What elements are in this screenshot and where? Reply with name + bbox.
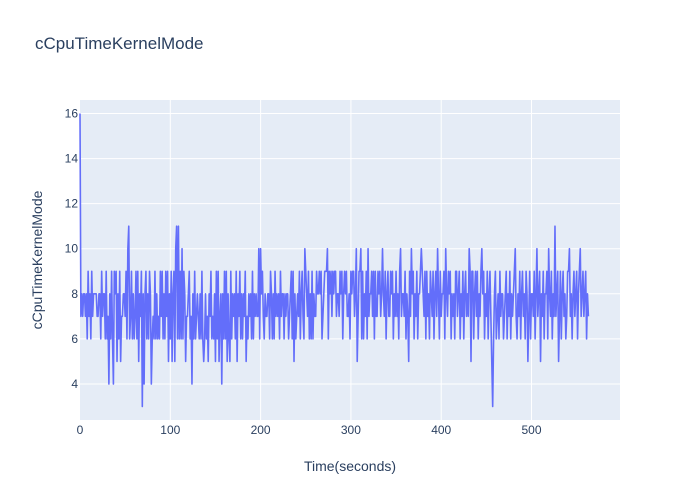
x-axis-title: Time(seconds)	[304, 458, 396, 474]
x-tick-label: 0	[77, 423, 84, 437]
series-layer	[79, 113, 590, 408]
x-tick-label: 100	[160, 423, 180, 437]
y-tick-label: 8	[71, 287, 78, 301]
x-tick-label: 500	[521, 423, 541, 437]
grid	[80, 100, 620, 420]
y-tick-label: 6	[71, 332, 78, 346]
y-tick-label: 12	[65, 197, 79, 211]
plot-area	[80, 100, 620, 420]
x-tick-label: 200	[251, 423, 271, 437]
y-axis-title: cCpuTimeKernelMode	[29, 190, 45, 329]
y-tick-label: 4	[71, 377, 78, 391]
series-line	[79, 113, 590, 408]
chart-title: cCpuTimeKernelMode	[35, 34, 204, 53]
x-tick-label: 400	[431, 423, 451, 437]
x-tick-label: 300	[341, 423, 361, 437]
y-tick-label: 16	[65, 107, 79, 121]
y-tick-label: 10	[65, 242, 79, 256]
y-tick-label: 14	[65, 152, 79, 166]
y-axis-ticks: 4 6 8 10 12 14 16	[65, 107, 79, 391]
x-axis-ticks: 0 100 200 300 400 500	[77, 423, 542, 437]
